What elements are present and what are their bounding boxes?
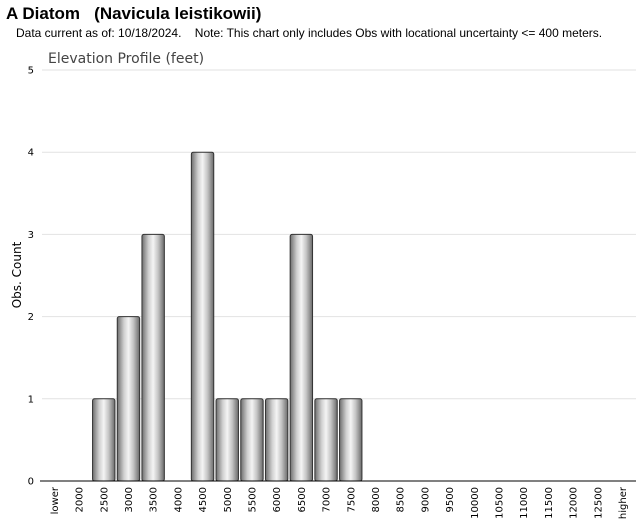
- x-tick-label: 4000: [173, 487, 184, 512]
- x-tick-label: lower: [50, 486, 61, 514]
- bar-3000: [116, 316, 141, 482]
- x-tick-label: 2500: [99, 487, 110, 512]
- bar-5500: [240, 398, 264, 482]
- bar-2500: [92, 398, 116, 482]
- y-tick-label: 3: [28, 230, 34, 241]
- chart-title: A Diatom (Navicula leistikowii): [6, 4, 262, 23]
- x-tick-label: 11000: [519, 487, 530, 519]
- x-tick-label: 12500: [593, 487, 604, 519]
- y-tick-label: 2: [28, 312, 34, 323]
- x-tick-label: 4500: [198, 487, 209, 512]
- plot-title: Elevation Profile (feet): [48, 51, 204, 67]
- x-tick-label: 7500: [346, 487, 357, 512]
- x-tick-label: 6000: [272, 487, 283, 512]
- bar-7000: [314, 398, 338, 482]
- x-tick-label: 5000: [223, 487, 234, 512]
- x-tick-label: 6500: [297, 487, 308, 512]
- bar-3500: [141, 233, 165, 482]
- x-tick-label: 5500: [247, 487, 258, 512]
- y-tick-label: 5: [28, 66, 34, 77]
- x-tick-label: 3000: [124, 487, 135, 512]
- x-tick-label: higher: [618, 486, 629, 519]
- x-tick-label: 8000: [371, 487, 382, 512]
- bar-7500: [339, 398, 363, 482]
- x-tick-label: 9500: [445, 487, 456, 512]
- bar-5000: [215, 398, 239, 482]
- x-tick-label: 10000: [470, 487, 481, 519]
- bar-4500: [190, 151, 215, 482]
- x-tick-label: 8500: [396, 487, 407, 512]
- x-tick-label: 7000: [322, 487, 333, 512]
- bar-6500: [289, 233, 314, 482]
- bar-6000: [264, 398, 289, 482]
- x-tick-label: 3500: [149, 487, 160, 512]
- x-tick-label: 9000: [420, 487, 431, 512]
- y-axis-label: Obs. Count: [10, 241, 24, 308]
- y-tick-label: 1: [28, 394, 34, 405]
- x-tick-label: 10500: [494, 487, 505, 519]
- y-tick-label: 4: [28, 148, 34, 159]
- data-note: Data current as of: 10/18/2024. Note: Th…: [16, 26, 603, 40]
- x-tick-label: 12000: [569, 487, 580, 519]
- x-tick-label: 2000: [75, 487, 86, 512]
- x-tick-label: 11500: [544, 487, 555, 519]
- y-tick-label: 0: [28, 477, 34, 488]
